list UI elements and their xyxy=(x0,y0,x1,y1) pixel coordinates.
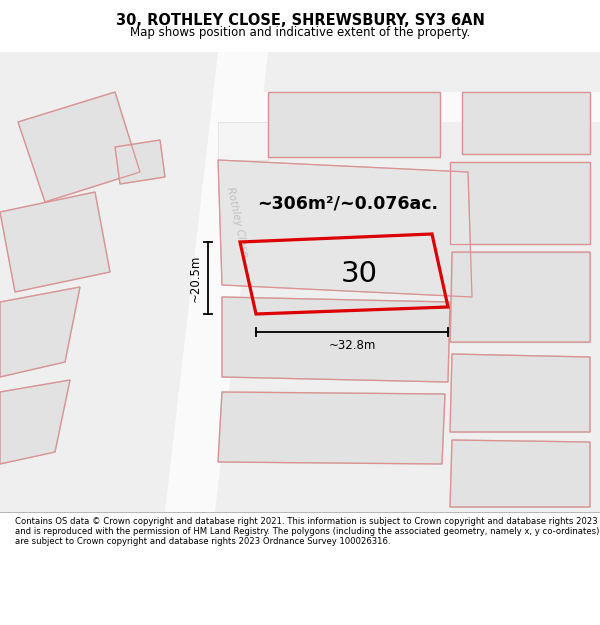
Polygon shape xyxy=(450,252,590,342)
Text: Contains OS data © Crown copyright and database right 2021. This information is : Contains OS data © Crown copyright and d… xyxy=(15,516,599,546)
Polygon shape xyxy=(268,92,440,157)
Polygon shape xyxy=(18,92,140,202)
Polygon shape xyxy=(0,380,70,464)
Polygon shape xyxy=(218,92,600,122)
Polygon shape xyxy=(165,52,268,512)
Polygon shape xyxy=(218,160,472,297)
Polygon shape xyxy=(450,354,590,432)
Polygon shape xyxy=(115,140,165,184)
Text: 30: 30 xyxy=(341,260,377,288)
Polygon shape xyxy=(218,122,268,160)
Text: Map shows position and indicative extent of the property.: Map shows position and indicative extent… xyxy=(130,26,470,39)
Polygon shape xyxy=(0,192,110,292)
Polygon shape xyxy=(0,287,80,377)
Polygon shape xyxy=(222,297,450,382)
Polygon shape xyxy=(450,162,590,244)
Text: Rothley Close: Rothley Close xyxy=(225,186,249,258)
Text: 30, ROTHLEY CLOSE, SHREWSBURY, SY3 6AN: 30, ROTHLEY CLOSE, SHREWSBURY, SY3 6AN xyxy=(116,13,484,28)
Text: ~306m²/~0.076ac.: ~306m²/~0.076ac. xyxy=(257,194,439,212)
Text: ~32.8m: ~32.8m xyxy=(328,339,376,352)
Polygon shape xyxy=(462,92,590,154)
Text: ~20.5m: ~20.5m xyxy=(189,254,202,302)
Polygon shape xyxy=(218,392,445,464)
Polygon shape xyxy=(450,440,590,507)
